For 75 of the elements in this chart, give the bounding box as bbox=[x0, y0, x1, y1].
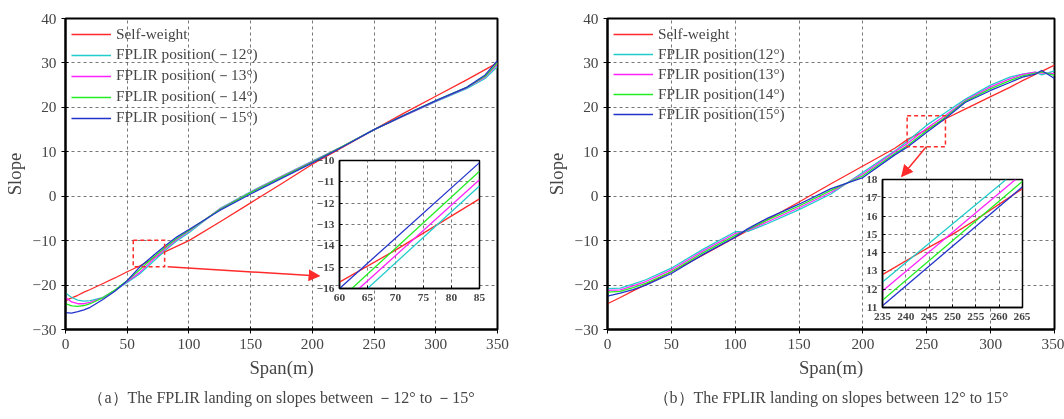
y-axis-title: Slope bbox=[545, 152, 567, 196]
x-tick-label: 80 bbox=[445, 290, 458, 303]
y-tick-label: 12 bbox=[866, 282, 878, 295]
x-tick-label: 250 bbox=[915, 334, 939, 352]
y-tick-label: 17 bbox=[866, 191, 878, 204]
y-tick-label: 10 bbox=[583, 142, 599, 160]
x-tick-label: 265 bbox=[1013, 309, 1031, 322]
y-tick-label: 40 bbox=[41, 9, 57, 27]
legend-label: FPLIR position(12°) bbox=[658, 45, 785, 63]
x-tick-label: 245 bbox=[920, 309, 938, 322]
x-tick-label: 100 bbox=[177, 334, 201, 352]
x-tick-label: 240 bbox=[897, 309, 915, 322]
legend-label: FPLIR position(14°) bbox=[658, 85, 785, 103]
legend-label: FPLIR position(13°) bbox=[658, 65, 785, 83]
y-tick-label: 0 bbox=[48, 187, 57, 205]
y-tick-label: −11 bbox=[317, 175, 335, 188]
y-tick-label: 30 bbox=[583, 53, 599, 71]
x-tick-label: 60 bbox=[333, 290, 346, 303]
legend-label: FPLIR position(－13°) bbox=[116, 65, 258, 85]
x-tick-label: 250 bbox=[362, 334, 386, 352]
x-tick-label: 200 bbox=[851, 334, 875, 352]
x-tick-label: 0 bbox=[603, 334, 612, 352]
x-tick-label: 350 bbox=[486, 334, 510, 352]
y-tick-label: −16 bbox=[316, 282, 335, 294]
line-series bbox=[882, 187, 1023, 276]
y-tick-label: −20 bbox=[574, 276, 599, 294]
y-tick-label: −10 bbox=[32, 231, 57, 249]
legend-label: Self-weight bbox=[116, 25, 188, 43]
text: （b）The FPLIR landing on slopes between 12° to 15° bbox=[653, 388, 1009, 407]
x-tick-label: 85 bbox=[473, 290, 486, 303]
text: （a）The FPLIR landing on slopes between －12° to －15° bbox=[88, 388, 475, 407]
x-tick-label: 70 bbox=[389, 290, 402, 303]
x-tick-label: 100 bbox=[723, 334, 748, 352]
x-axis-title: Span(m) bbox=[798, 356, 864, 379]
y-tick-label: 20 bbox=[41, 98, 57, 116]
x-tick-label: 50 bbox=[119, 334, 136, 352]
y-tick-label: −14 bbox=[316, 239, 335, 252]
legend-label: FPLIR position(－12°) bbox=[116, 44, 258, 64]
x-tick-label: 65 bbox=[361, 290, 374, 303]
y-tick-label: 0 bbox=[590, 187, 599, 205]
x-tick-label: 200 bbox=[300, 334, 325, 352]
y-tick-label: 15 bbox=[866, 227, 878, 240]
x-tick-label: 150 bbox=[239, 334, 263, 352]
x-tick-label: 300 bbox=[424, 334, 448, 352]
legend-label: FPLIR position(－15°) bbox=[116, 107, 258, 127]
x-tick-label: 75 bbox=[417, 290, 430, 303]
y-tick-label: 40 bbox=[583, 9, 599, 27]
y-tick-label: 13 bbox=[866, 264, 878, 277]
legend-label: FPLIR position(－14°) bbox=[116, 86, 258, 106]
x-tick-label: 260 bbox=[990, 309, 1008, 322]
y-tick-label: −20 bbox=[32, 276, 57, 294]
y-tick-label: 14 bbox=[866, 246, 878, 259]
x-tick-label: 250 bbox=[944, 309, 962, 322]
y-axis-title: Slope bbox=[3, 152, 25, 196]
y-tick-label: −13 bbox=[316, 218, 335, 230]
y-tick-label: −10 bbox=[574, 231, 599, 249]
y-tick-label: −30 bbox=[32, 320, 57, 338]
y-tick-label: −30 bbox=[574, 320, 599, 338]
x-tick-label: 255 bbox=[967, 309, 985, 322]
x-tick-label: 0 bbox=[61, 334, 70, 352]
y-tick-label: 16 bbox=[866, 209, 878, 222]
x-tick-label: 150 bbox=[787, 334, 811, 352]
y-tick-label: −10 bbox=[316, 154, 335, 166]
x-tick-label: 50 bbox=[663, 334, 680, 352]
y-tick-label: 20 bbox=[583, 98, 599, 116]
y-tick-label: 30 bbox=[41, 53, 57, 71]
legend-label: FPLIR position(15°) bbox=[658, 105, 785, 123]
x-tick-label: 350 bbox=[1041, 334, 1064, 352]
x-tick-label: 300 bbox=[979, 334, 1003, 352]
y-tick-label: −15 bbox=[316, 260, 335, 273]
x-axis-title: Span(m) bbox=[249, 356, 314, 379]
y-tick-label: 18 bbox=[866, 173, 878, 185]
y-tick-label: −12 bbox=[316, 196, 335, 209]
legend-label: Self-weight bbox=[658, 25, 730, 43]
y-tick-label: 10 bbox=[41, 142, 57, 160]
